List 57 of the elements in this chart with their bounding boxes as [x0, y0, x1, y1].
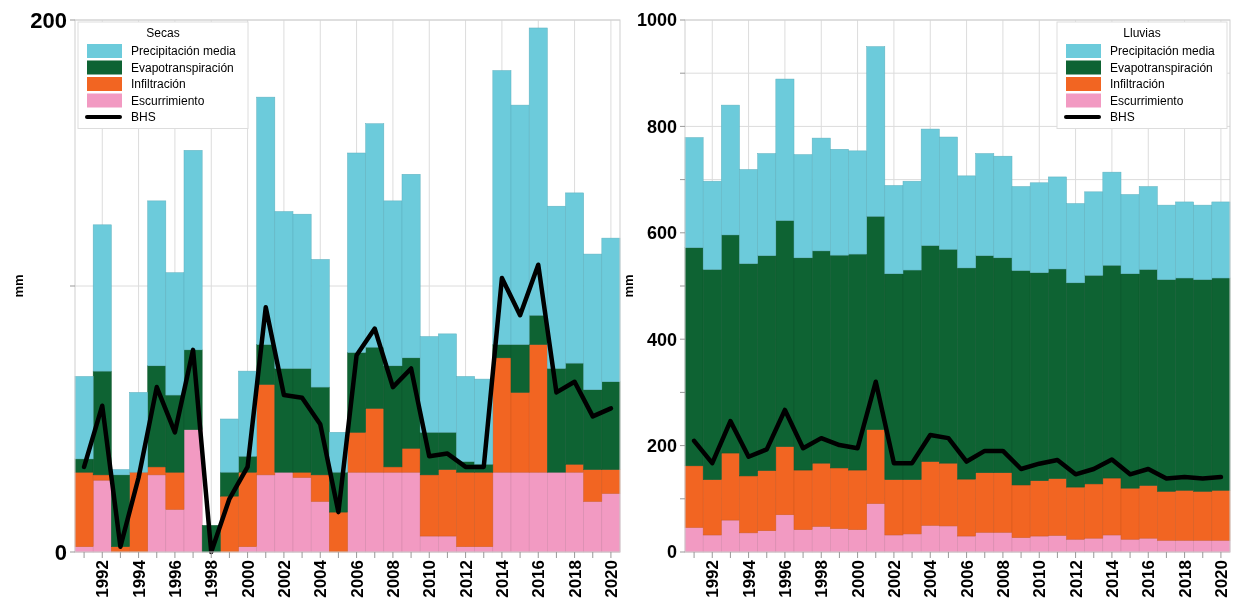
x-tick-label: 1992: [93, 560, 113, 598]
legend-label: BHS: [1110, 110, 1135, 125]
x-tick-label: 2016: [1139, 560, 1159, 598]
legend-label: Evapotranspiración: [131, 60, 234, 75]
x-tick-label: 2006: [957, 560, 977, 598]
y-tick-label: 0: [54, 539, 67, 565]
x-tick-label: 2020: [601, 560, 621, 598]
legend-label: Precipitación media: [1110, 44, 1216, 59]
x-tick-label: 1996: [775, 560, 795, 598]
x-tick-label: 2000: [848, 560, 868, 598]
line-series: [691, 379, 1224, 481]
legend-title: Lluvias: [1123, 26, 1161, 40]
x-tick-label: 2012: [1066, 560, 1086, 598]
y-tick-label: 0: [666, 542, 677, 563]
y-tick-label: 800: [646, 116, 677, 137]
legend-label: Infiltración: [1110, 77, 1165, 92]
x-tick-label: 2014: [492, 559, 512, 598]
x-tick-label: 2004: [311, 559, 331, 598]
legend-label: Escurrimiento: [131, 93, 205, 108]
y-tick-label: 200: [646, 435, 677, 456]
x-tick-label: 2018: [1175, 560, 1195, 598]
x-tick-label: 2010: [1030, 560, 1050, 598]
legend-label: Evapotranspiración: [1110, 60, 1213, 75]
x-tick-label: 2004: [921, 559, 941, 598]
y-axis-title: mm: [11, 274, 26, 298]
x-tick-label: 1994: [739, 559, 759, 598]
x-tick-label: 2014: [1102, 559, 1122, 598]
y-tick-label: 600: [646, 223, 677, 244]
x-tick-label: 2018: [565, 560, 585, 598]
legend-label: Escurrimiento: [1110, 93, 1184, 108]
x-tick-label: 2000: [238, 560, 258, 598]
x-tick-label: 1996: [165, 560, 185, 598]
x-tick-label: 2002: [884, 560, 904, 598]
x-tick-label: 2016: [529, 560, 549, 598]
legend-title: Secas: [146, 26, 180, 40]
legend-label: Infiltración: [131, 77, 186, 92]
y-tick-label: 200: [30, 7, 67, 33]
x-tick-label: 1992: [703, 560, 723, 598]
x-tick-label: 2008: [993, 560, 1013, 598]
x-tick-label: 2012: [456, 560, 476, 598]
line-series: [81, 262, 614, 555]
x-tick-label: 2006: [347, 560, 367, 598]
bar: [92, 224, 112, 372]
y-tick-label: 400: [646, 329, 677, 350]
y-tick-label: 1000: [636, 10, 677, 31]
bar: [329, 511, 348, 553]
x-tick-label: 1994: [129, 559, 149, 598]
legend-label: Precipitación media: [131, 44, 237, 59]
x-tick-label: 1998: [202, 560, 222, 598]
legend-label: BHS: [131, 110, 156, 125]
x-tick-label: 2010: [420, 560, 440, 598]
y-axis-title: mm: [621, 274, 636, 298]
bar: [74, 376, 94, 460]
x-tick-label: 2020: [1211, 560, 1231, 598]
x-tick-label: 1998: [812, 560, 832, 598]
x-tick-label: 2008: [383, 560, 403, 598]
x-tick-label: 2002: [274, 560, 294, 598]
